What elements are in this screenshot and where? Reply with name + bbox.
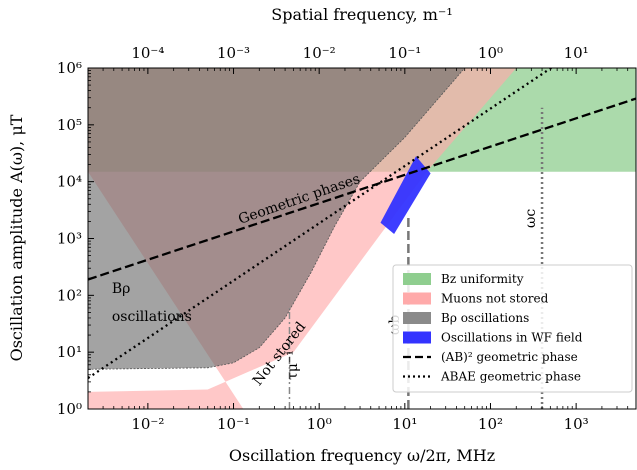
- x-tick-label: 10³: [564, 415, 589, 433]
- legend-label-muons: Muons not stored: [441, 292, 549, 306]
- x-tick-label: 10²: [478, 415, 503, 433]
- legend: Bz uniformity Muons not stored Bρ oscillat…: [392, 264, 633, 393]
- y-tick-label: 10⁵: [57, 116, 82, 134]
- x-tick-label: 10⁰: [307, 415, 332, 433]
- y-tick-label: 10³: [57, 230, 82, 248]
- y-axis-label: Oscillation amplitude A(ω), μT: [7, 114, 26, 361]
- legend-label-wf: Oscillations in WF field: [441, 331, 583, 345]
- vline-label-tau: τμ⁻¹: [285, 350, 301, 380]
- legend-label-abae: ABAE geometric phase: [440, 370, 581, 384]
- chart-ticks: 10⁻² 10⁻¹ 10⁰ 10¹ 10² 10³ 10⁻⁴ 10⁻³ 10⁻² 10⁻¹ 10⁰ 1…: [57, 44, 637, 433]
- legend-swatch-brho: [403, 312, 431, 324]
- annotation-brho2: oscillations: [112, 309, 192, 325]
- legend-label-ab2: (AB)² geometric phase: [441, 350, 578, 364]
- x-tick-label: 10¹: [392, 415, 417, 433]
- region-oscillations-wf: [380, 156, 431, 234]
- legend-swatch-wf: [403, 331, 431, 344]
- y-tick-label: 10⁰: [57, 400, 82, 418]
- x2-tick-label: 10⁻²: [303, 44, 336, 62]
- series-line-0: [88, 97, 636, 281]
- y-tick-label: 10⁴: [57, 173, 82, 191]
- vline-label-omega_c: ωc: [523, 209, 539, 228]
- legend-swatch-bz: [403, 273, 431, 285]
- chart-regions: [88, 68, 636, 409]
- x-axis-label: Oscillation frequency ω/2π, MHz: [229, 446, 495, 465]
- region-brho: [88, 68, 465, 370]
- y-tick-label: 10¹: [57, 343, 82, 361]
- x2-tick-label: 10⁰: [478, 44, 503, 62]
- x2-tick-label: 10¹: [564, 44, 589, 62]
- top-axis-label: Spatial frequency, m⁻¹: [271, 5, 452, 24]
- annotation-brho1: Bρ: [112, 281, 131, 297]
- legend-label-bz: Bz uniformity: [441, 272, 524, 286]
- y-tick-label: 10⁶: [57, 59, 82, 77]
- legend-label-brho: Bρ oscillations: [441, 311, 529, 325]
- x2-tick-label: 10⁻⁴: [131, 44, 164, 62]
- legend-swatch-muons: [403, 292, 431, 305]
- x2-tick-label: 10⁻³: [217, 44, 250, 62]
- legend-box: [392, 264, 633, 393]
- y-tick-label: 10²: [57, 286, 82, 304]
- x2-tick-label: 10⁻¹: [388, 44, 421, 62]
- x-tick-label: 10⁻¹: [217, 415, 250, 433]
- x-tick-label: 10⁻²: [131, 415, 164, 433]
